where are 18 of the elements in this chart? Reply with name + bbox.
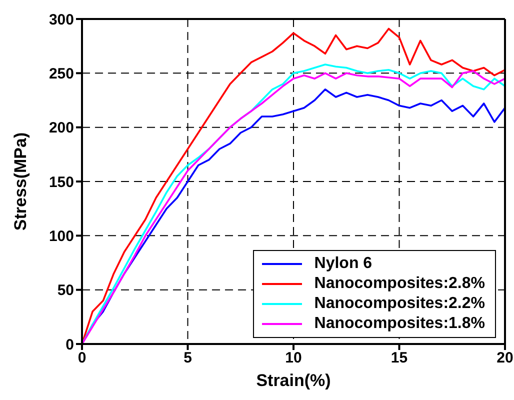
legend-label: Nylon 6 — [314, 255, 372, 273]
y-axis-title: Stress(MPa) — [11, 132, 30, 231]
x-tick-label: 10 — [285, 350, 302, 367]
legend-label: Nanocomposites:2.2% — [314, 295, 485, 313]
y-tick-label: 300 — [48, 11, 74, 28]
y-tick-label: 50 — [57, 282, 74, 300]
x-tick-label: 15 — [390, 350, 408, 367]
y-tick-label: 0 — [66, 336, 74, 354]
x-tick-label: 5 — [184, 350, 192, 367]
x-axis-title: Strain(%) — [256, 371, 331, 390]
legend-label: Nanocomposites:2.8% — [314, 275, 485, 293]
y-tick-label: 150 — [48, 174, 74, 191]
x-tick-label: 0 — [78, 350, 86, 367]
x-tick-label: 20 — [496, 350, 514, 367]
y-tick-label: 100 — [48, 228, 74, 245]
y-tick-label: 250 — [48, 65, 74, 82]
legend-label: Nanocomposites:1.8% — [314, 315, 485, 333]
y-tick-label: 200 — [48, 120, 74, 137]
